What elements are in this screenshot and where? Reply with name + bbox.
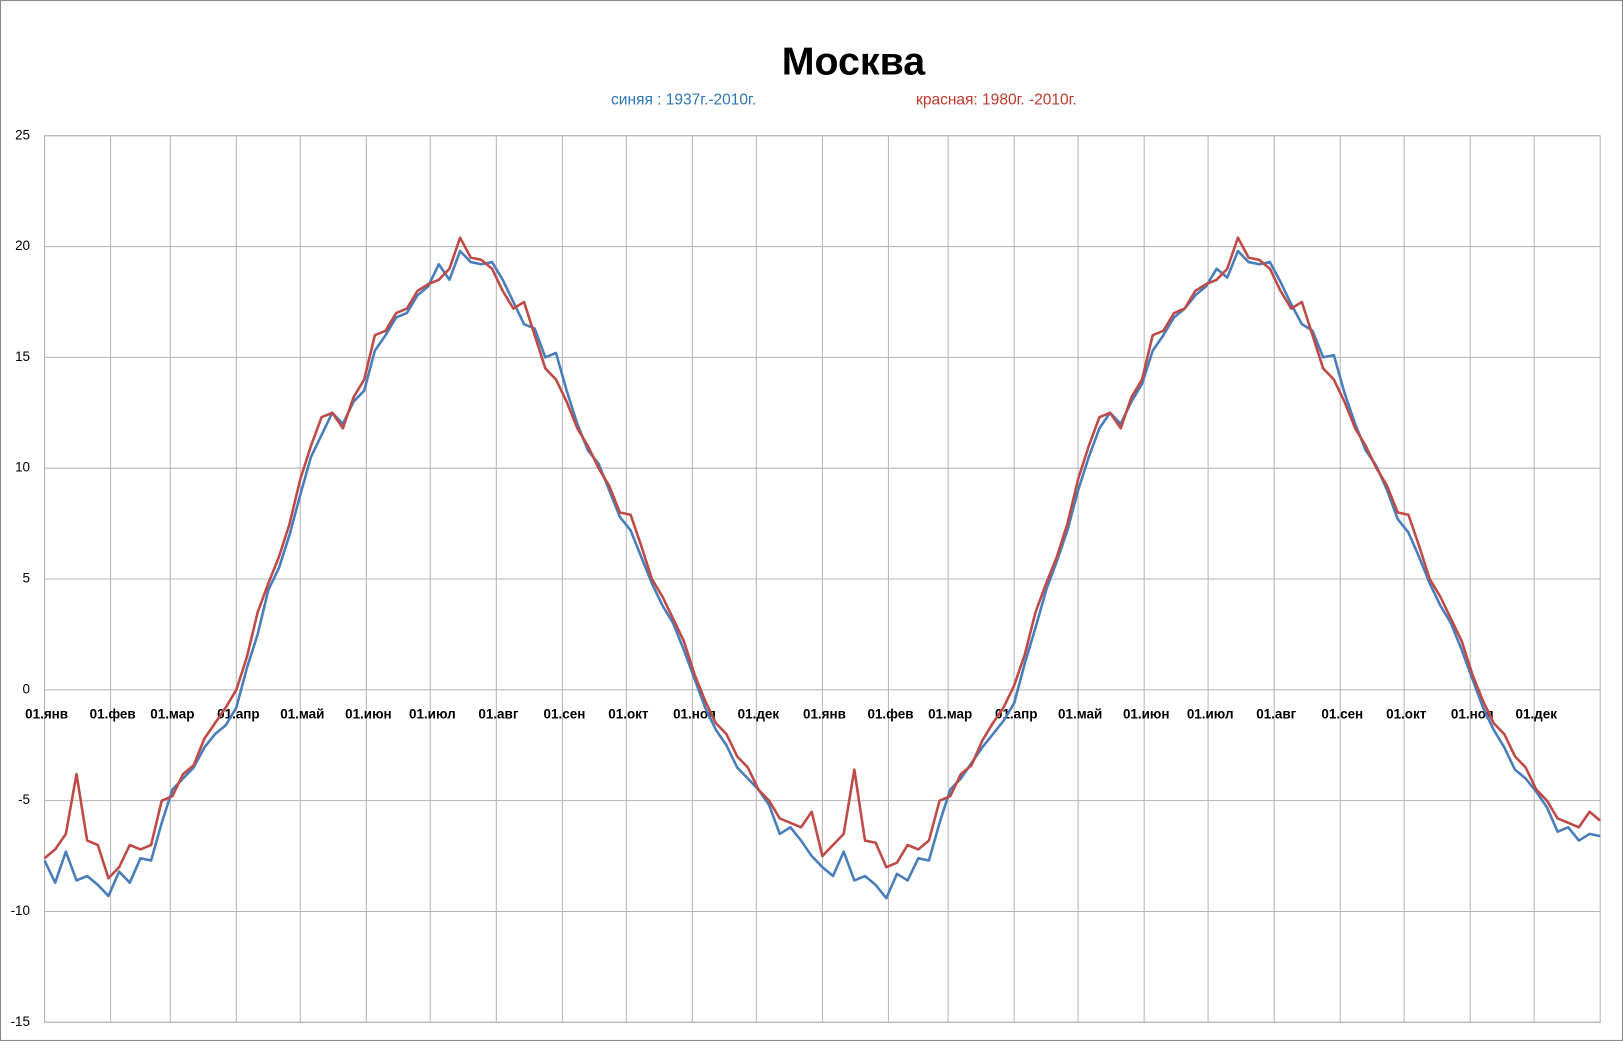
x-tick-label: 01.сен (544, 706, 586, 721)
y-tick-label: 15 (15, 349, 30, 364)
x-tick-label: 01.янв (803, 706, 846, 721)
x-tick-label: 01.май (280, 706, 324, 721)
x-tick-label: 01.сен (1321, 706, 1363, 721)
x-tick-label: 01.июн (1123, 706, 1170, 721)
x-tick-label: 01.окт (608, 706, 649, 721)
x-tick-label: 01.мар (928, 706, 972, 721)
x-tick-label: 01.фев (90, 706, 136, 721)
subtitle: синяя : 1937г.-2010г. (611, 92, 756, 109)
x-tick-label: 01.авг (478, 706, 518, 721)
y-tick-label: 10 (15, 460, 30, 475)
y-tick-label: 25 (15, 127, 30, 142)
x-tick-label: 01.июн (345, 706, 392, 721)
x-tick-label: 01.май (1058, 706, 1102, 721)
y-tick-label: 0 (23, 681, 30, 696)
x-tick-label: 01.июл (409, 706, 456, 721)
line-series (43, 249, 1601, 900)
y-tick-label: -15 (11, 1014, 30, 1029)
x-tick-label: 01.дек (738, 706, 780, 721)
y-tick-label: 20 (15, 238, 30, 253)
x-tick-label: 01.дек (1515, 706, 1557, 721)
chart-title: Москва (782, 40, 927, 84)
x-tick-label: 01.окт (1386, 706, 1427, 721)
y-tick-label: 5 (23, 571, 30, 586)
x-tick-label: 01.янв (25, 706, 68, 721)
x-tick-label: 01.фев (867, 706, 913, 721)
x-tick-label: 01.авг (1256, 706, 1296, 721)
x-tick-label: 01.мар (150, 706, 194, 721)
y-tick-label: -10 (11, 903, 30, 918)
y-tick-label: -5 (18, 792, 30, 807)
x-tick-label: 01.июл (1187, 706, 1234, 721)
subtitle: красная: 1980г. -2010г. (916, 92, 1077, 109)
x-tick-label: 01.апр (217, 706, 260, 721)
line-series (43, 236, 1602, 880)
